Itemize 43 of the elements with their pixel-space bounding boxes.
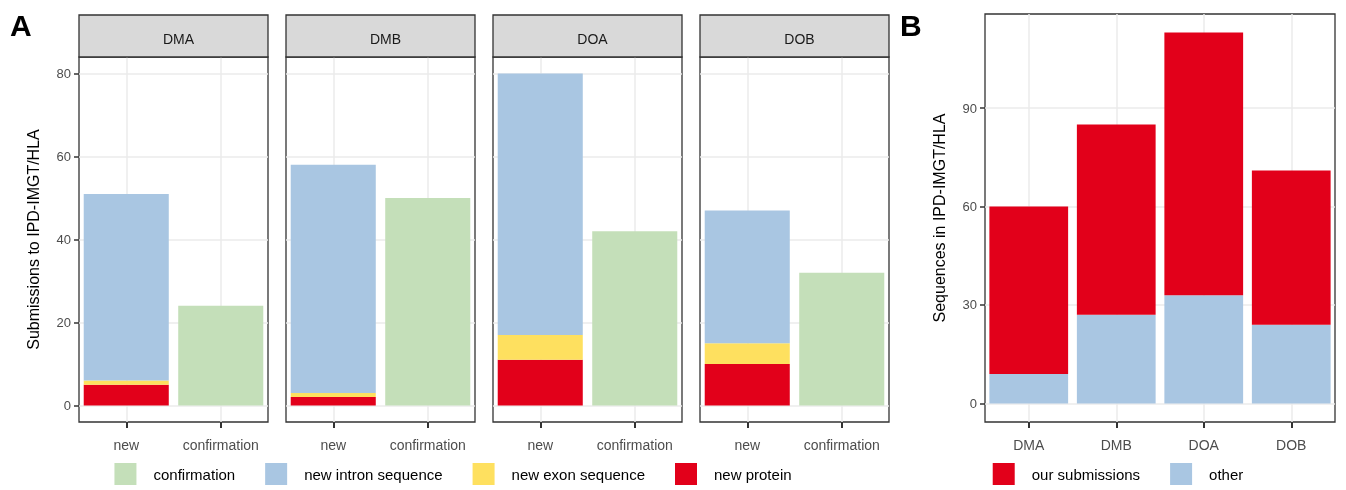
legend-label: confirmation — [153, 465, 236, 483]
text: B — [900, 8, 922, 42]
x-tick-label: new — [113, 437, 140, 453]
y-tick-label: 60 — [962, 199, 977, 215]
x-tick-label: DOB — [1276, 437, 1307, 453]
x-tick-label: confirmation — [803, 437, 880, 453]
y-tick-label: 0 — [969, 395, 977, 411]
bar — [989, 373, 1069, 404]
x-tick-label: confirmation — [182, 437, 259, 453]
bar — [989, 206, 1069, 374]
legend-label: new intron sequence — [304, 465, 443, 483]
x-tick-label: DMA — [1013, 437, 1045, 453]
bar — [1164, 295, 1244, 404]
bar — [1251, 170, 1331, 325]
chart-title: DOA — [577, 31, 609, 47]
x-tick-label: DOA — [1188, 437, 1220, 453]
legend-label: other — [1209, 465, 1244, 483]
y-axis-title: Sequences in IPD-IMGT/HLA — [930, 113, 948, 323]
x-tick-label: new — [734, 437, 761, 453]
x-tick-label: new — [320, 437, 347, 453]
x-tick-label: confirmation — [389, 437, 466, 453]
bar — [1076, 124, 1156, 315]
legend-label: our submissions — [1031, 465, 1141, 483]
x-tick-label: new — [527, 437, 554, 453]
y-tick-label: 90 — [962, 100, 977, 116]
y-tick-label: 20 — [56, 314, 71, 330]
chart-title: DMA — [162, 31, 195, 47]
y-tick-label: 0 — [63, 397, 71, 413]
bar — [1164, 32, 1244, 296]
y-tick-label: 80 — [56, 66, 71, 82]
y-tick-label: 40 — [56, 232, 71, 247]
text: A — [10, 8, 32, 42]
y-tick-label: 30 — [962, 297, 977, 313]
legend-label: new protein — [714, 465, 792, 483]
x-tick-label: confirmation — [596, 437, 673, 453]
chart-title: DOB — [784, 31, 815, 47]
legend-label: new exon sequence — [511, 465, 646, 483]
bar — [1076, 314, 1156, 404]
y-tick-label: 60 — [56, 149, 71, 165]
chart-title: DMB — [369, 31, 402, 47]
y-axis-title: Submissions to IPD-IMGT/HLA — [24, 128, 42, 350]
x-tick-label: DMB — [1100, 437, 1132, 453]
bar — [1251, 324, 1331, 404]
